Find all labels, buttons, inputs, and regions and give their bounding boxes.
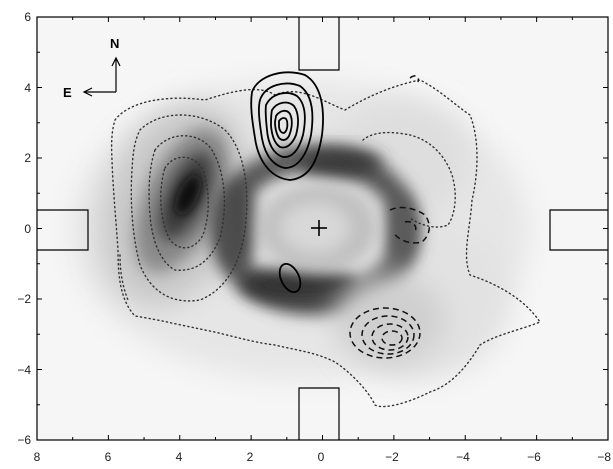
x-tick-label: −4: [456, 450, 470, 464]
grayscale-nebula: [70, 80, 530, 380]
solid-contours: [250, 71, 324, 294]
x-tick-labels: 8 6 4 2 0 −2 −4 −6 −8: [34, 450, 612, 464]
y-tick-label: −6: [17, 433, 31, 447]
compass: [82, 56, 121, 97]
slit-markers: [37, 17, 608, 440]
x-tick-label: −2: [385, 450, 399, 464]
y-tick-label: −2: [17, 292, 31, 306]
y-tick-labels: 6 4 2 0 −2 −4 −6: [17, 10, 31, 447]
y-tick-label: 0: [24, 222, 31, 236]
axis-ticks: [36, 16, 609, 441]
y-tick-label: 2: [24, 151, 31, 165]
x-tick-label: 6: [105, 450, 112, 464]
x-tick-label: −6: [527, 450, 541, 464]
compass-east-label: E: [63, 85, 72, 100]
dotted-contours: [110, 79, 542, 408]
x-tick-label: 2: [247, 450, 254, 464]
center-cross: [311, 220, 327, 236]
compass-north-label: N: [110, 36, 119, 51]
dashed-contours: [349, 75, 430, 359]
x-tick-label: 8: [34, 450, 41, 464]
x-tick-label: 4: [176, 450, 183, 464]
x-tick-label: −8: [597, 450, 611, 464]
x-tick-label: 0: [318, 450, 325, 464]
y-tick-label: 4: [24, 81, 31, 95]
y-tick-label: −4: [17, 363, 31, 377]
y-tick-label: 6: [24, 10, 31, 24]
